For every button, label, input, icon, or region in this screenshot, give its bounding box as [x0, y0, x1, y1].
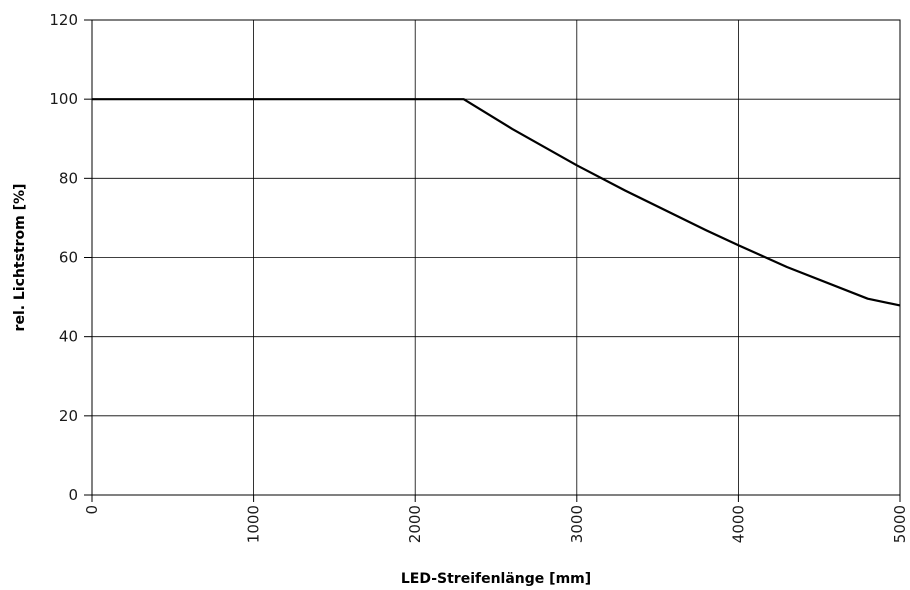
y-axis-ticks: 0 20 40 60 80 100 120 [49, 11, 92, 504]
x-tick-label: 4000 [729, 505, 747, 543]
y-axis-label: rel. Lichtstrom [%] [12, 184, 28, 332]
grid [91, 19, 901, 496]
x-tick-label: 0 [83, 505, 101, 515]
y-tick-label: 20 [59, 407, 78, 425]
series-line [92, 98, 901, 307]
y-tick-label: 100 [49, 90, 78, 108]
x-tick-label: 3000 [568, 505, 586, 543]
x-axis-label: LED-Streifenlänge [mm] [401, 571, 591, 587]
x-tick-label: 2000 [406, 505, 424, 543]
y-tick-label: 120 [49, 11, 78, 29]
y-tick-label: 40 [59, 328, 78, 346]
y-tick-label: 80 [59, 169, 78, 187]
x-axis-ticks: 0 1000 2000 3000 4000 5000 [83, 495, 909, 543]
y-tick-label: 60 [59, 249, 78, 267]
y-tick-label: 0 [68, 486, 78, 504]
series-layer [92, 98, 901, 307]
x-tick-label: 5000 [891, 505, 909, 543]
x-tick-label: 1000 [245, 505, 263, 543]
